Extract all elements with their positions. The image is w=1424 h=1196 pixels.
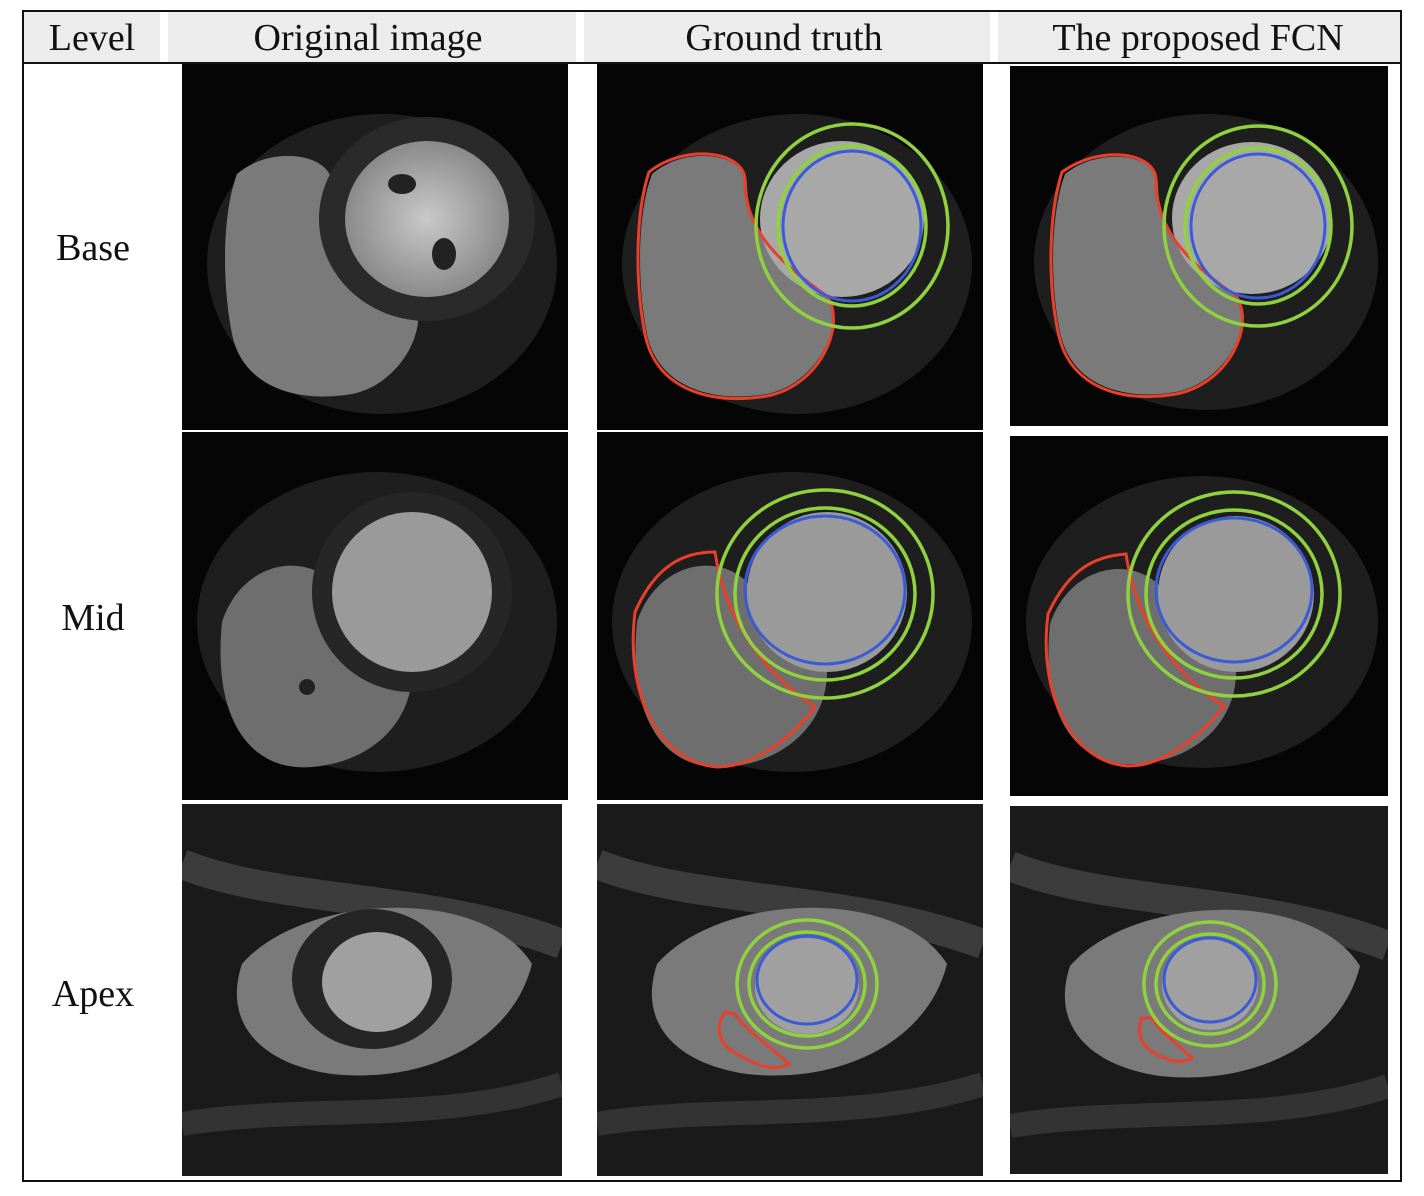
mri-base-original	[182, 64, 568, 430]
header-ground-truth: Ground truth	[685, 17, 883, 59]
header-proposed-fcn: The proposed FCN	[1052, 17, 1344, 59]
header-level: Level	[48, 17, 136, 59]
header-divider	[160, 12, 168, 62]
mri-apex-original	[182, 804, 562, 1176]
table-header: Level Original image Ground truth The pr…	[24, 12, 1400, 64]
mri-apex-proposed-fcn	[1010, 806, 1388, 1174]
header-divider	[576, 12, 584, 62]
mri-mid-ground-truth	[597, 432, 983, 800]
mri-mid-original	[182, 432, 568, 800]
row-label-base: Base	[56, 227, 130, 269]
row-label-apex: Apex	[51, 973, 135, 1015]
mri-mid-proposed-fcn	[1010, 436, 1388, 796]
header-original-image: Original image	[253, 17, 483, 59]
mri-base-proposed-fcn	[1010, 66, 1388, 426]
row-label-mid: Mid	[61, 597, 125, 639]
header-divider	[990, 12, 998, 62]
mri-apex-ground-truth	[597, 804, 983, 1176]
mri-base-ground-truth	[597, 64, 983, 430]
